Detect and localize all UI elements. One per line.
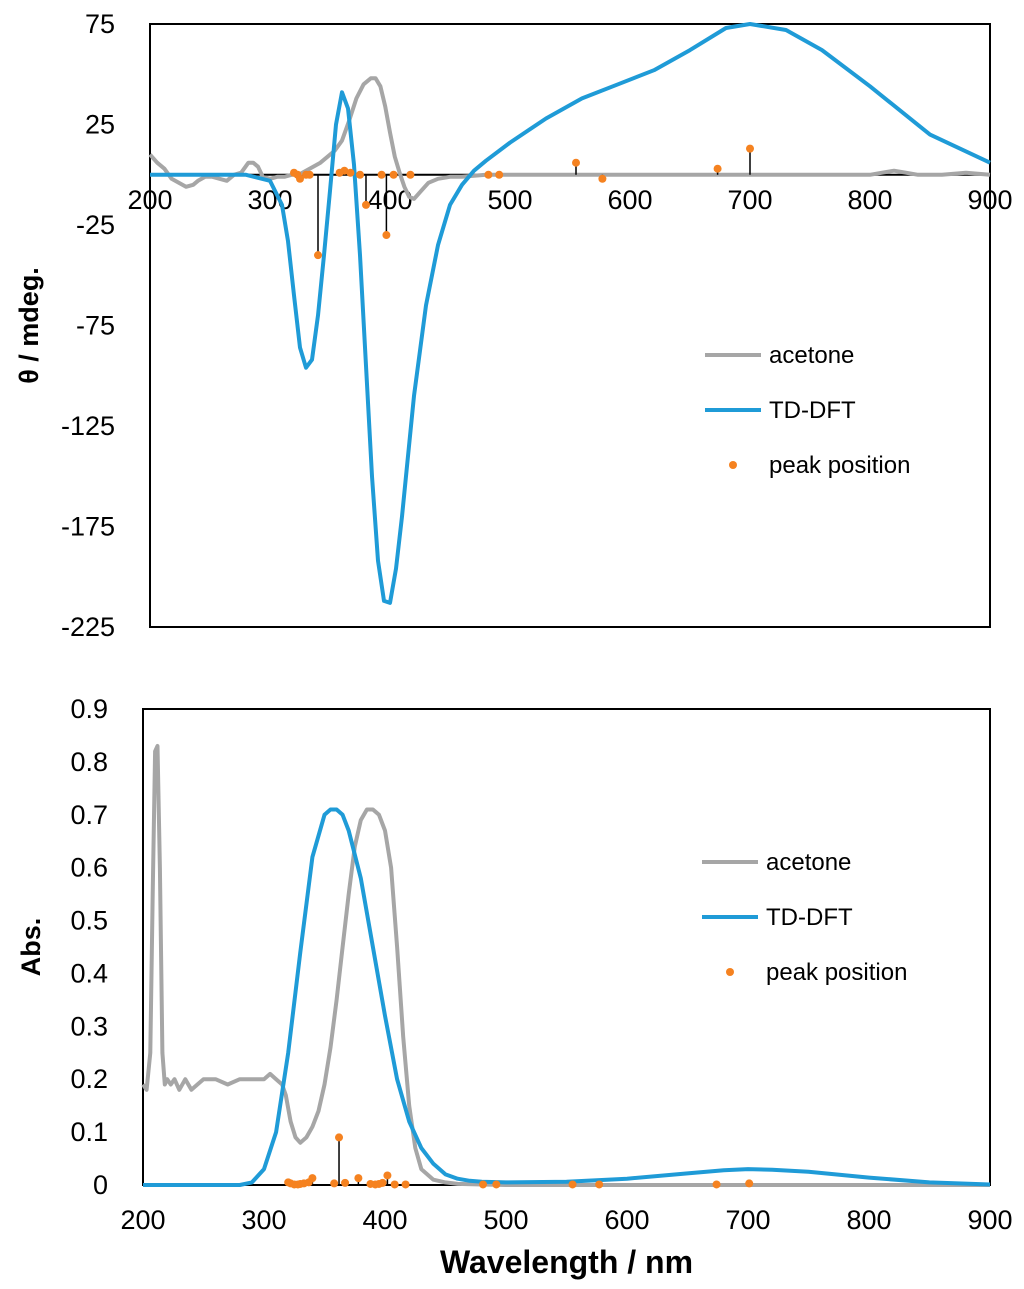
peak-point	[346, 168, 355, 177]
peak-point	[382, 231, 391, 240]
series-line	[143, 807, 991, 1187]
series-line	[141, 744, 990, 1187]
peak-point	[479, 1180, 488, 1189]
x-tick-label: 900	[967, 1205, 1012, 1235]
y-tick-label: 0	[93, 1170, 108, 1200]
y-tick-label: 0.9	[70, 694, 108, 724]
legend-label: peak position	[766, 959, 907, 986]
series-peak-position	[284, 1133, 754, 1189]
peak-point	[568, 1180, 577, 1189]
peak-point	[484, 170, 493, 179]
y-tick-label: 0.6	[70, 853, 108, 883]
peak-point	[383, 1171, 392, 1180]
y-tick-label: -125	[61, 411, 115, 441]
x-tick-label: 600	[604, 1205, 649, 1235]
y-tick-label: 0.4	[70, 958, 108, 988]
legend-label: TD-DFT	[766, 904, 853, 931]
peak-point	[713, 164, 722, 173]
y-tick-label: 0.7	[70, 800, 108, 830]
y-axis-title: θ / mdeg.	[14, 267, 44, 384]
peak-point	[746, 144, 754, 153]
peak-point	[335, 1133, 344, 1142]
series-line	[150, 22, 991, 605]
y-tick-label: 0.2	[70, 1064, 108, 1094]
x-tick-label: 300	[247, 185, 292, 215]
peak-point	[356, 170, 364, 179]
legend: acetone TD-DFT peak position	[702, 849, 907, 986]
legend-marker	[729, 461, 737, 469]
chart-panel-bottom: 0.9 0.8 0.7 0.6 0.5 0.4 0.3 0.2 0.1 0 200 300 400 500…	[16, 694, 1013, 1280]
peak-point	[362, 200, 370, 209]
peak-point	[314, 251, 322, 260]
x-tick-label: 800	[847, 185, 892, 215]
peak-point	[308, 1174, 317, 1183]
y-tick-label: -175	[61, 512, 115, 542]
y-tick-label: 0.8	[70, 747, 108, 777]
plot-frame	[149, 23, 991, 628]
legend: acetone TD-DFT peak position	[705, 342, 910, 479]
x-tick-label: 700	[725, 1205, 770, 1235]
y-tick-label: 0.5	[70, 906, 108, 936]
series-td-dft	[143, 807, 991, 1187]
x-tick-label: 200	[120, 1205, 165, 1235]
legend-marker	[726, 968, 734, 976]
peak-point	[296, 174, 304, 183]
peak-point	[341, 1178, 350, 1187]
peak-point	[354, 1174, 363, 1183]
peak-point	[712, 1180, 721, 1189]
legend-label: acetone	[769, 342, 854, 369]
y-axis-title: Abs.	[16, 918, 46, 977]
x-tick-label: 200	[127, 185, 172, 215]
y-tick-label: 25	[85, 110, 115, 140]
peak-point	[390, 1180, 399, 1189]
y-tick-label: 0.1	[70, 1117, 108, 1147]
peak-point	[595, 1180, 604, 1189]
peak-point	[377, 170, 386, 179]
peak-point	[572, 158, 580, 167]
peak-point	[598, 174, 607, 183]
x-tick-label: 300	[241, 1205, 286, 1235]
plot-frame	[142, 708, 991, 1186]
peak-point	[495, 170, 504, 179]
peak-point	[305, 170, 314, 179]
x-tick-label: 800	[846, 1205, 891, 1235]
y-tick-label: 75	[85, 9, 115, 39]
x-tick-label: 700	[727, 185, 772, 215]
y-tick-label: -225	[61, 612, 115, 642]
x-tick-label: 900	[967, 185, 1012, 215]
peak-point	[389, 170, 398, 179]
y-tick-label: 0.3	[70, 1011, 108, 1041]
x-tick-label: 500	[487, 185, 532, 215]
x-tick-label: 500	[483, 1205, 528, 1235]
x-tick-label: 600	[607, 185, 652, 215]
series-peak-position	[290, 144, 754, 260]
series-acetone	[141, 744, 990, 1187]
peak-point	[378, 1178, 387, 1187]
peak-point	[406, 170, 415, 179]
x-axis-title: Wavelength / nm	[440, 1244, 693, 1280]
series-acetone	[148, 76, 991, 201]
legend-label: TD-DFT	[769, 397, 856, 424]
peak-point	[330, 1179, 339, 1188]
peak-point	[492, 1180, 501, 1189]
series-td-dft	[150, 22, 991, 605]
legend-label: peak position	[769, 452, 910, 479]
y-tick-label: -25	[76, 210, 115, 240]
y-tick-label: -75	[76, 311, 115, 341]
peak-point	[340, 166, 349, 175]
peak-point	[745, 1179, 754, 1188]
peak-point	[401, 1180, 410, 1189]
legend-label: acetone	[766, 849, 851, 876]
series-line	[148, 76, 991, 201]
x-tick-label: 400	[362, 1205, 407, 1235]
